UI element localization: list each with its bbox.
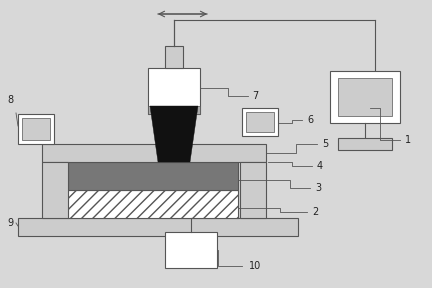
- Bar: [165, 46, 183, 68]
- Bar: [68, 162, 238, 190]
- Bar: [42, 144, 266, 162]
- Bar: [68, 190, 238, 218]
- Text: 9: 9: [7, 218, 13, 228]
- Text: 7: 7: [252, 91, 258, 101]
- Bar: [165, 232, 217, 268]
- Text: 4: 4: [317, 161, 323, 171]
- Bar: [42, 162, 68, 218]
- Text: 6: 6: [307, 115, 313, 125]
- Text: 10: 10: [249, 261, 261, 271]
- Bar: [242, 108, 278, 136]
- Bar: [148, 106, 200, 114]
- Text: 5: 5: [322, 139, 328, 149]
- Bar: [18, 218, 298, 236]
- Bar: [22, 118, 50, 140]
- Text: 3: 3: [315, 183, 321, 193]
- Bar: [338, 78, 392, 116]
- Bar: [330, 71, 400, 123]
- Bar: [246, 112, 274, 132]
- Bar: [18, 114, 54, 144]
- Bar: [338, 138, 392, 150]
- Text: 8: 8: [7, 95, 13, 105]
- Text: 1: 1: [405, 135, 411, 145]
- Bar: [240, 162, 266, 218]
- Bar: [148, 68, 200, 114]
- Text: 2: 2: [312, 207, 318, 217]
- Polygon shape: [150, 106, 198, 162]
